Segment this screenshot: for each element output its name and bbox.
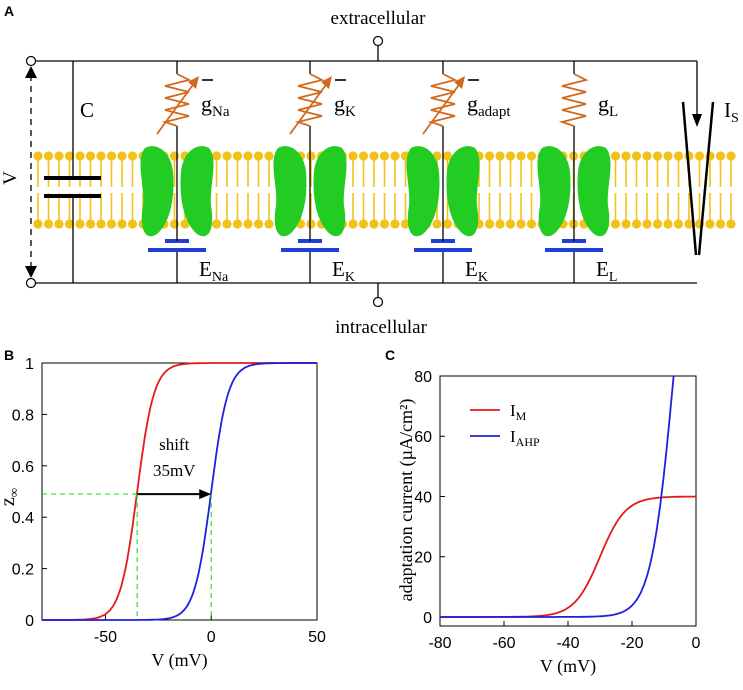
current-source-label: IS: [724, 98, 739, 126]
y-tick-label: 0.8: [12, 407, 34, 424]
panel-b-label: B: [4, 347, 14, 363]
y-tick-label: 20: [414, 550, 432, 567]
conductance-label: gL: [598, 91, 618, 120]
ion-channel-right: [446, 146, 480, 237]
series-line-1: [42, 362, 317, 621]
capacitor-label: C: [80, 98, 94, 122]
x-tick-label: -20: [620, 635, 643, 652]
current-source-right: [697, 101, 715, 256]
shift-value: 35mV: [153, 461, 196, 480]
conductance-label: gNa: [201, 91, 230, 120]
y-tick-label: 80: [414, 369, 432, 386]
series-line-1: [440, 495, 697, 618]
intracellular-terminal: [372, 296, 384, 308]
variable-arrow: [156, 81, 196, 135]
channel-branch: gNa ENa: [140, 61, 230, 285]
chart-c: -80 -60 -40 -20 0 0 20 40 60 80 V (mV) IM IAHP adapta…: [396, 369, 701, 677]
ion-channel-left: [406, 146, 440, 237]
conductance-label: gadapt: [467, 91, 511, 120]
resistor: [161, 73, 192, 127]
extracellular-terminal: [372, 35, 384, 47]
y-tick-label: 0.4: [12, 510, 34, 527]
y-axis-label: z∞: [0, 488, 21, 506]
series-line-2: [440, 375, 675, 618]
y-tick-label: 0.2: [12, 562, 34, 579]
y-tick-label: 40: [414, 489, 432, 506]
resistor: [427, 73, 458, 127]
membrane: [33, 151, 736, 229]
y-tick-label: 0: [423, 610, 432, 627]
reversal-label: EK: [465, 257, 488, 285]
circuit-diagram: extracellular intracellular V C gNa ENa gK…: [0, 8, 739, 338]
variable-arrow: [422, 81, 462, 135]
chart-b: -50 0 50 0 0.2 0.4 0.6 0.8 1 V (mV) shift 35mV z∞: [0, 356, 326, 671]
v-terminal-bottom: [25, 277, 37, 289]
ion-channel-right: [313, 146, 347, 237]
plot-frame: [41, 362, 318, 621]
reversal-label: ENa: [199, 257, 229, 285]
x-axis-label: V (mV): [151, 650, 207, 671]
x-tick-label: -40: [556, 635, 579, 652]
x-tick-label: -80: [428, 635, 451, 652]
channel-branch: gK EK: [273, 61, 356, 285]
channel-branch: gL EL: [537, 61, 618, 285]
variable-arrow: [289, 81, 329, 135]
legend-label-2: IAHP: [510, 427, 540, 449]
y-axis-label: adaptation current (µA/cm²): [396, 399, 417, 602]
legend-label-1: IM: [510, 401, 527, 423]
shift-label: shift: [159, 435, 190, 454]
v-terminal-top: [25, 55, 37, 67]
conductance-label: gK: [334, 91, 356, 120]
ion-channel-right: [180, 146, 214, 237]
panel-a-label: A: [4, 3, 14, 19]
y-tick-label: 60: [414, 429, 432, 446]
ion-channel-right: [577, 146, 611, 237]
series-line-2: [42, 362, 317, 621]
extracellular-label: extracellular: [331, 8, 427, 29]
x-tick-label: -60: [492, 635, 515, 652]
resistor: [294, 73, 325, 127]
x-tick-label: 50: [308, 629, 326, 646]
panel-c-label: C: [385, 347, 395, 363]
reversal-label: EK: [332, 257, 355, 285]
x-axis-label: V (mV): [540, 656, 596, 677]
intracellular-label: intracellular: [335, 317, 427, 338]
x-tick-label: 0: [692, 635, 701, 652]
y-tick-label: 0.6: [12, 459, 34, 476]
reversal-label: EL: [596, 257, 617, 285]
plot-frame: [439, 375, 697, 627]
x-tick-label: -50: [94, 629, 117, 646]
y-tick-label: 1: [25, 356, 34, 373]
voltage-label: V: [0, 171, 21, 185]
y-tick-label: 0: [25, 613, 34, 630]
resistor: [558, 73, 589, 127]
shift-arrowhead: [199, 489, 212, 500]
current-source-left: [681, 101, 698, 256]
x-tick-label: 0: [207, 629, 216, 646]
channel-branch: gadapt EK: [406, 61, 511, 285]
ion-channel-left: [140, 146, 174, 237]
ion-channel-left: [537, 146, 571, 237]
ion-channel-left: [273, 146, 307, 237]
